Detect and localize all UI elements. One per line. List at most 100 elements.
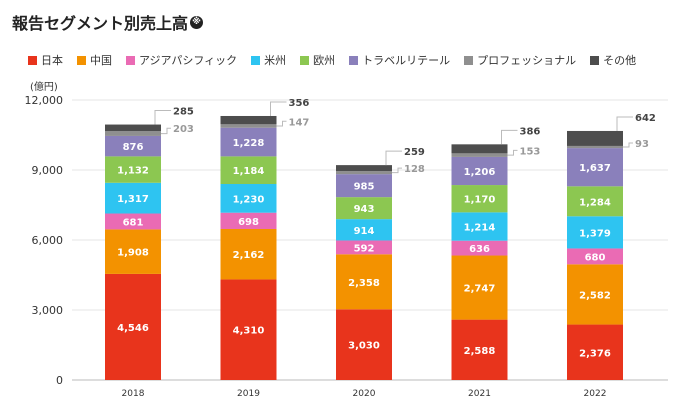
bar-segment: [220, 212, 277, 229]
data-label: 147: [289, 117, 310, 128]
bar-segment: [220, 279, 277, 380]
bar-segment: [105, 135, 161, 157]
legend-swatch: [464, 55, 474, 65]
legend-swatch: [300, 55, 310, 65]
data-label: 943: [354, 204, 375, 215]
legend-label: 欧州: [313, 54, 336, 67]
data-label: 4,546: [117, 323, 149, 334]
leader-line: [161, 127, 171, 135]
y-tick-label: 3,000: [32, 304, 64, 317]
data-label: 4,310: [233, 326, 265, 337]
bar-segment: [451, 156, 508, 186]
legend-item: アジアパシフィック: [126, 52, 237, 68]
y-tick-label: 9,000: [32, 164, 64, 177]
leader-line: [507, 149, 518, 156]
data-label: 1,132: [117, 166, 149, 177]
data-label: 356: [289, 98, 310, 109]
legend-label: 米州: [264, 54, 287, 67]
y-tick-label: 12,000: [25, 94, 64, 107]
bar-segment: [567, 148, 623, 187]
legend-label: 中国: [90, 54, 112, 67]
data-label: 386: [520, 126, 541, 137]
bar-segment: [105, 229, 161, 274]
legend-swatch: [28, 55, 37, 65]
data-label: 1,317: [117, 194, 149, 205]
x-tick-label: 2020: [353, 389, 376, 399]
data-label: 2,747: [464, 284, 496, 295]
data-label: 681: [123, 217, 144, 228]
data-label: 153: [520, 146, 541, 157]
bar-segment: [220, 156, 277, 184]
legend-item: トラベルリテール: [349, 52, 450, 68]
bar-segment: [105, 182, 161, 214]
bar-segment: [336, 165, 392, 172]
title-text: 報告セグメント別売上高: [12, 14, 189, 33]
bar-segment: [567, 324, 623, 380]
data-label: 642: [635, 113, 656, 124]
bar-segment: [105, 131, 161, 136]
legend-swatch: [349, 55, 359, 65]
bar-segment: [451, 144, 508, 154]
bar-segment: [451, 153, 508, 157]
bar-segment: [220, 184, 277, 213]
legend-item: プロフェッショナル: [464, 52, 576, 68]
data-label: 698: [238, 217, 259, 228]
data-label: 1,228: [233, 138, 265, 149]
data-label: 1,908: [117, 248, 149, 259]
legend: 日本 中国 アジアパシフィック 米州 欧州 トラベルリテール プロフェッショナル その他: [28, 52, 636, 68]
bar-segment: [220, 115, 277, 125]
legend-swatch: [251, 55, 261, 65]
bar-segment: [567, 145, 623, 149]
data-label: 203: [173, 124, 194, 135]
data-label: 285: [173, 107, 194, 118]
data-label: 259: [404, 147, 425, 158]
data-label: 2,376: [579, 348, 611, 359]
legend-swatch: [126, 55, 135, 65]
bar-segment: [336, 240, 392, 255]
data-label: 93: [635, 139, 649, 150]
leader-line: [501, 129, 518, 145]
bar-segment: [451, 255, 508, 320]
data-label: 914: [354, 226, 375, 237]
leader-line: [385, 150, 402, 166]
bar-segment: [336, 309, 392, 380]
data-label: 1,230: [233, 194, 265, 205]
x-tick-label: 2018: [122, 389, 145, 399]
legend-label: その他: [603, 54, 637, 67]
data-label: 636: [469, 244, 490, 255]
y-axis-unit: (億円): [30, 80, 58, 93]
data-label: 1,170: [464, 195, 496, 206]
bar-segment: [336, 171, 392, 175]
leader-line: [623, 142, 633, 148]
bar-segment: [567, 248, 623, 265]
data-label: 2,162: [233, 250, 265, 261]
bar-segment: [567, 216, 623, 249]
data-label: 2,588: [464, 346, 496, 357]
data-label: 128: [404, 164, 425, 175]
legend-swatch: [590, 55, 600, 65]
legend-item: その他: [590, 52, 636, 68]
bar-segment: [220, 124, 277, 128]
bar-segment: [451, 319, 508, 380]
legend-item: 日本: [28, 52, 63, 68]
data-label: 1,379: [579, 228, 611, 239]
data-label: 3,030: [348, 341, 380, 352]
data-label: 1,637: [579, 163, 611, 174]
data-label: 2,582: [579, 290, 611, 301]
bar-segment: [451, 240, 508, 256]
data-label: 1,206: [464, 167, 496, 178]
legend-label: プロフェッショナル: [477, 54, 577, 67]
legend-item: 中国: [77, 52, 112, 68]
x-tick-label: 2022: [584, 389, 607, 399]
legend-item: 米州: [251, 52, 286, 68]
bar-segment: [451, 212, 508, 241]
data-label: 1,214: [464, 223, 496, 234]
bar-segment: [567, 186, 623, 217]
legend-label: 日本: [41, 54, 63, 67]
x-tick-label: 2021: [468, 389, 491, 399]
bar-segment: [105, 273, 161, 380]
leader-line: [270, 101, 287, 116]
legend-label: トラベルリテール: [362, 54, 451, 67]
leader-line: [276, 120, 287, 127]
